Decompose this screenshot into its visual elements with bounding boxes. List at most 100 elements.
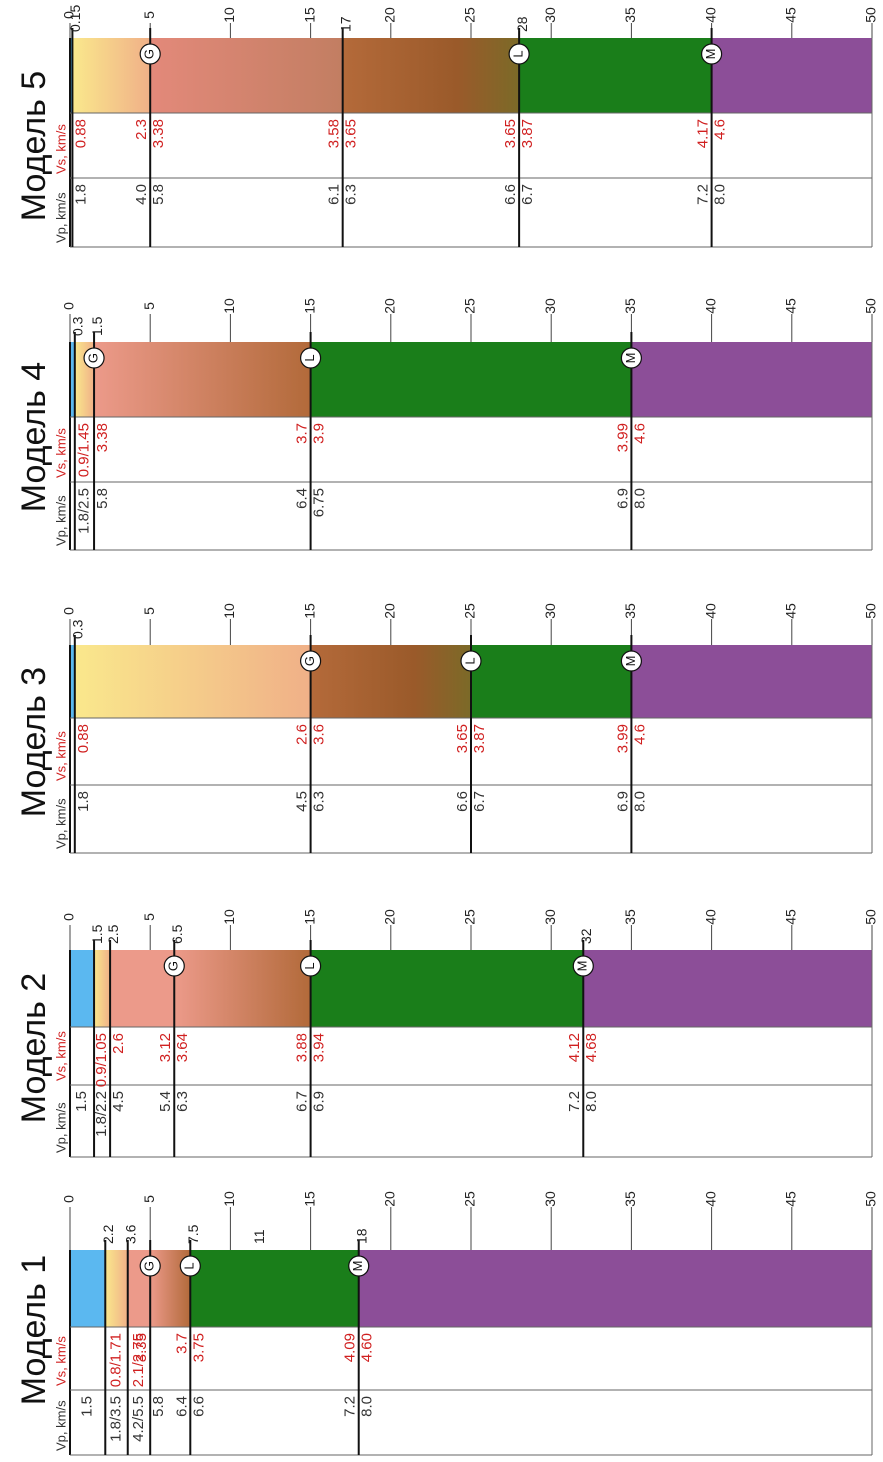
boundary-marker-L: [460, 650, 482, 672]
depth-tick-label: 15: [301, 7, 317, 23]
boundary-marker-M: [620, 347, 643, 369]
boundary-marker-G: [163, 955, 185, 977]
depth-tick-label: 0: [61, 302, 77, 310]
depth-tick-label: 15: [301, 298, 317, 314]
vp-value: 6.7: [519, 184, 536, 205]
boundary-depth-label: 0.3: [70, 619, 86, 639]
vs-header: Vs, km/s: [53, 1336, 68, 1386]
boundary-marker-L: [300, 955, 322, 977]
vp-header: Vp, km/s: [53, 1400, 68, 1451]
layer-basalt: [519, 38, 712, 113]
vs-value: 2.6: [110, 1033, 127, 1054]
boundary-marker-L: [508, 43, 530, 65]
boundary-marker-G: [139, 1255, 161, 1277]
depth-tick-label: 35: [622, 909, 638, 925]
depth-tick-label: 45: [783, 603, 799, 619]
vp-value: 6.1: [326, 184, 343, 205]
vp-value: 6.6: [454, 791, 471, 812]
vs-value: 4.12: [566, 1033, 583, 1062]
vp-header: Vp, km/s: [53, 798, 68, 849]
layer-basalt: [190, 1250, 359, 1327]
depth-tick-label: 30: [542, 603, 558, 619]
depth-tick-label: 20: [382, 7, 398, 23]
boundary-depth-label: 2.2: [100, 1224, 116, 1244]
vs-header: Vs, km/s: [53, 1031, 68, 1081]
layer-sediment: [74, 645, 311, 718]
vs-value: 3.88: [294, 1033, 311, 1062]
vp-value: 5.4: [157, 1091, 174, 1112]
boundary-marker-M: [700, 43, 723, 65]
vs-value: 3.99: [614, 724, 631, 753]
vp-value: 6.4: [294, 488, 311, 509]
depth-tick-label: 40: [702, 603, 718, 619]
boundary-marker-label: G: [166, 961, 181, 971]
boundary-marker-label: M: [623, 353, 638, 364]
depth-tick-label: 10: [221, 7, 237, 23]
vs-value: 3.75: [190, 1333, 207, 1362]
vs-value: 3.12: [157, 1033, 174, 1062]
model-panel-2: Модель 20 5 10 15 20 25 30 35 40 45 501.5 2.5 6.5G L3…: [15, 909, 879, 1158]
depth-tick-label: 30: [542, 7, 558, 23]
vs-value: 3.35: [133, 1333, 150, 1362]
vp-value: 6.3: [311, 791, 328, 812]
vp-header: Vp, km/s: [53, 495, 68, 546]
layer-water: [70, 645, 75, 718]
vp-value: 1.5: [73, 1091, 90, 1112]
vs-value: 4.09: [342, 1333, 359, 1362]
depth-tick-label: 50: [863, 603, 879, 619]
vp-value: 4.0: [133, 184, 150, 205]
vs-value: 4.6: [631, 724, 648, 745]
boundary-marker-label: M: [575, 961, 590, 972]
depth-tick-label: 45: [783, 298, 799, 314]
layer-mantle: [631, 342, 872, 417]
depth-tick-label: 45: [783, 7, 799, 23]
vs-header: Vs, km/s: [53, 731, 68, 781]
boundary-marker-L: [300, 347, 322, 369]
layer-water: [70, 38, 73, 113]
depth-tick-label: 10: [221, 603, 237, 619]
vs-value: 3.58: [326, 119, 343, 148]
model-title: Модель 3: [15, 667, 53, 817]
model-title: Модель 1: [15, 1255, 53, 1405]
depth-tick-label: 25: [462, 298, 478, 314]
vp-value: 8.0: [359, 1396, 376, 1417]
vs-value: 3.6: [311, 724, 328, 745]
layer-granite_grad_a: [150, 38, 343, 113]
boundary-marker-label: M: [623, 656, 638, 667]
vp-value: 6.9: [614, 791, 631, 812]
depth-tick-label: 50: [863, 298, 879, 314]
depth-tick-label: 0: [61, 913, 77, 921]
model-panel-3: Модель 3 0 5 10 15 20 25 30 35 40 45 50 0.3 G L M Vp, km…: [15, 603, 879, 854]
model-title: Модель 2: [15, 973, 53, 1123]
vp-value: 8.0: [583, 1091, 600, 1112]
layer-water: [70, 950, 95, 1027]
layer-mantle: [711, 38, 872, 113]
vp-value: 4.5: [110, 1091, 127, 1112]
boundary-depth-label: 1.5: [89, 316, 105, 336]
boundary-depth-label: 7.5: [185, 1224, 201, 1244]
vs-value: 4.17: [695, 119, 712, 148]
boundary-marker-label: L: [462, 657, 477, 664]
vs-value: 0.9/1.05: [93, 1033, 110, 1087]
layer-granite: [110, 950, 175, 1027]
boundary-marker-label: G: [142, 49, 157, 59]
vs-value: 0.88: [75, 724, 92, 753]
vp-value: 6.7: [294, 1091, 311, 1112]
depth-tick-label: 0: [61, 607, 77, 615]
boundary-marker-label: L: [511, 50, 526, 57]
vp-value: 1.8: [75, 791, 92, 812]
depth-tick-label: 5: [141, 1195, 157, 1203]
depth-tick-label: 35: [622, 7, 638, 23]
vs-value: 3.9: [311, 423, 328, 444]
vp-value: 5.8: [150, 1396, 167, 1417]
vp-value: 1.8: [72, 184, 89, 205]
boundary-marker-label: M: [350, 1261, 365, 1272]
boundary-marker-label: G: [85, 353, 100, 363]
model-panel-1: Модель 1 0 5 10 15 20 25 30 35 40 45 50 2.2 3.6 G 7.5 L 1…: [15, 1191, 879, 1456]
vp-value: 6.6: [502, 184, 519, 205]
model-panel-4: Модель 4 0 5 10 15 20 25 30 35 40 45 50 0.3 1.5 G L M Vp,…: [15, 298, 879, 551]
boundary-marker-M: [620, 650, 643, 672]
depth-tick-label: 0: [61, 11, 77, 19]
depth-tick-label: 20: [382, 603, 398, 619]
boundary-marker-label: G: [142, 1261, 157, 1271]
